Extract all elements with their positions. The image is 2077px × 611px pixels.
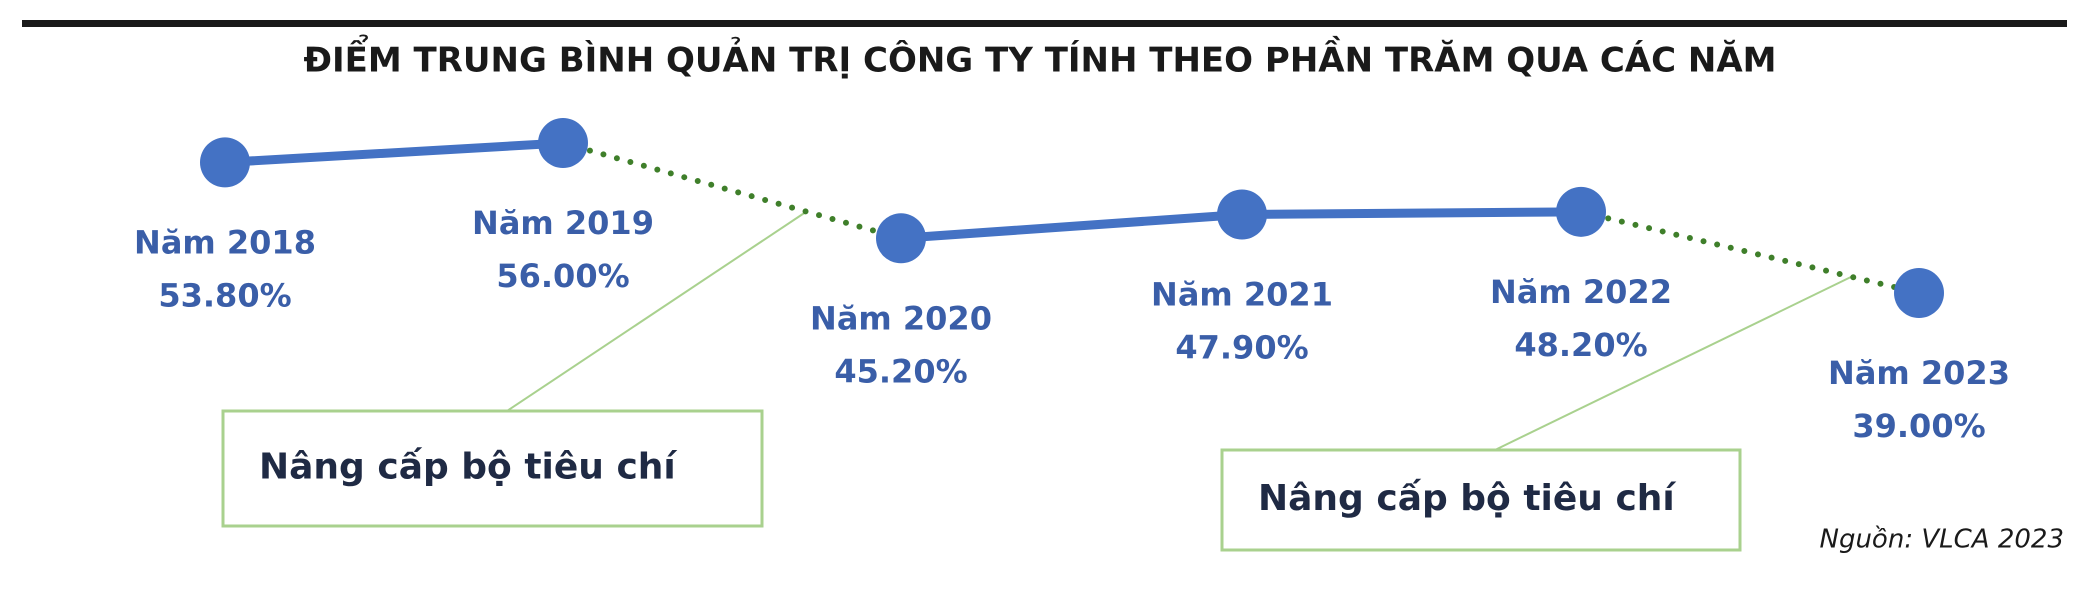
category-label: Năm 2023 (1828, 354, 2010, 392)
value-label: 45.20% (834, 352, 967, 390)
value-label: 47.90% (1175, 328, 1308, 366)
value-label: 53.80% (158, 276, 291, 314)
dotted-segment (560, 140, 904, 242)
category-label: Năm 2019 (472, 204, 654, 242)
category-label: Năm 2022 (1490, 273, 1672, 311)
line-segment (896, 209, 1247, 243)
annotation-leader (1494, 275, 1852, 451)
annotation-text: Nâng cấp bộ tiêu chí (259, 447, 677, 488)
point (1217, 189, 1267, 240)
point (538, 118, 588, 168)
point (1894, 268, 1944, 318)
value-label: 48.20% (1514, 326, 1647, 364)
point (876, 213, 926, 264)
annotation-box (221, 409, 764, 528)
value-label: 56.00% (496, 257, 629, 295)
dotted-segment (1578, 208, 1922, 296)
top-rule (22, 20, 2067, 27)
annotation-text: Nâng cấp bộ tiêu chí (1258, 478, 1676, 519)
category-label: Năm 2018 (134, 223, 316, 261)
value-label: 39.00% (1852, 407, 1985, 445)
category-label: Năm 2020 (810, 299, 992, 337)
annotation-box (1220, 448, 1742, 552)
point (1556, 186, 1606, 237)
category-label: Năm 2021 (1151, 275, 1333, 313)
annotation-leader (506, 210, 807, 412)
chart-title: ĐIỂM TRUNG BÌNH QUẢN TRỊ CÔNG TY TÍNH TH… (303, 35, 1776, 81)
line-segment (220, 138, 568, 167)
point (200, 137, 250, 188)
line-segment (1237, 207, 1586, 219)
source-note: Nguồn: VLCA 2023 (1820, 525, 2065, 555)
